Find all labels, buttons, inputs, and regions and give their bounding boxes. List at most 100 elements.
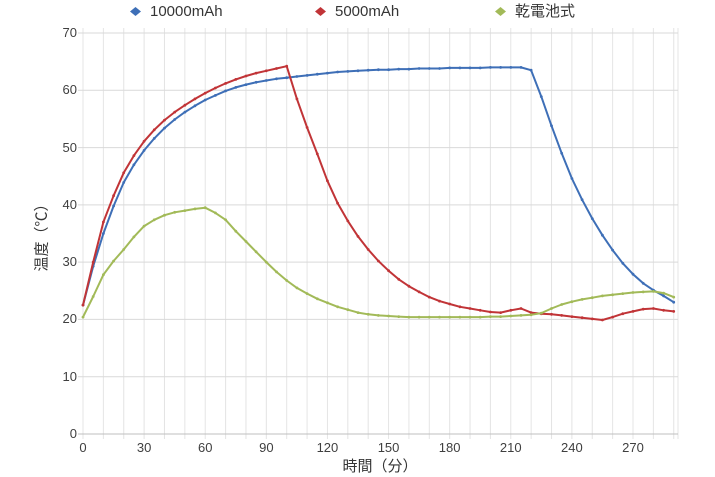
data-point-marker [356,69,360,73]
data-point-marker [611,315,614,319]
data-point-marker [295,97,299,101]
data-point-marker [550,124,553,128]
data-point-marker [387,269,390,273]
data-point-marker [173,210,177,214]
data-point-marker [611,293,614,297]
data-point-marker [427,295,431,299]
data-point-marker [631,291,635,294]
data-point-marker [601,233,604,237]
data-point-marker [132,163,136,167]
data-point-marker [152,137,156,140]
data-point-marker [539,95,543,98]
data-point-marker [377,314,380,317]
y-tick-label: 50 [62,139,77,155]
x-tick-label: 240 [561,440,583,455]
data-point-marker [580,298,584,301]
data-point-marker [183,209,187,213]
data-point-marker [214,94,217,97]
data-point-marker [560,151,564,155]
data-point-marker [621,261,625,265]
data-point-marker [142,139,146,143]
data-point-marker [652,290,655,293]
data-point-marker [285,64,289,68]
data-point-marker [539,311,543,315]
data-point-marker [397,277,401,281]
x-tick-label: 30 [136,440,152,455]
data-point-marker [529,313,533,317]
data-point-marker [346,308,350,312]
data-point-marker [570,177,574,180]
data-point-marker [448,302,452,306]
data-point-marker [356,311,360,314]
data-point-marker [91,295,95,298]
x-tick-label: 120 [316,440,339,455]
data-point-marker [417,67,421,70]
data-point-marker [295,286,299,290]
data-point-marker [438,299,441,303]
data-point-marker [478,66,482,70]
data-point-marker [621,292,625,295]
data-point-marker [346,70,350,73]
data-point-marker [468,307,472,310]
data-point-marker [478,308,482,312]
data-point-marker [641,290,645,294]
data-point-marker [387,314,390,318]
data-point-marker [203,206,207,210]
diamond-marker-red-icon [315,7,326,16]
data-point-marker [570,315,574,318]
data-point-marker [315,152,319,156]
data-point-marker [427,315,431,319]
series-line-10000mAh [82,66,675,307]
data-point-marker [438,315,441,319]
diamond-marker-blue-icon [130,7,141,16]
data-point-marker [336,305,339,309]
data-point-marker [458,66,462,70]
data-point-marker [305,126,309,129]
data-point-marker [102,273,105,277]
data-point-marker [356,235,360,238]
data-point-marker [244,240,248,243]
data-point-marker [509,308,513,312]
data-point-marker [560,303,564,306]
data-point-marker [366,312,370,316]
series-line-5000mAh [82,65,675,321]
data-point-marker [519,66,523,69]
y-tick-label: 30 [62,254,77,270]
data-point-marker [336,201,339,205]
data-point-marker [102,220,105,224]
x-tick-label: 60 [197,440,213,455]
data-point-marker [152,218,156,222]
data-point-marker [203,91,207,95]
data-point-marker [224,82,228,85]
data-point-marker [275,77,278,81]
data-point-marker [163,213,166,217]
data-point-marker [366,68,370,72]
data-point-marker [489,310,492,314]
legend-item-dry-battery: 乾電池式 [495,3,575,20]
x-tick-label: 0 [79,440,87,455]
data-point-marker [305,292,309,295]
data-point-marker [326,71,329,75]
data-point-marker [438,67,441,70]
data-point-marker [458,315,462,319]
data-point-marker [621,312,625,316]
data-point-marker [397,315,401,318]
data-point-marker [285,76,289,80]
data-point-marker [275,270,278,274]
data-point-marker [346,219,350,223]
data-point-marker [580,198,584,202]
data-point-marker [234,86,238,89]
data-point-marker [214,86,217,90]
data-point-marker [81,315,85,319]
data-point-marker [254,250,258,254]
data-point-marker [417,315,421,319]
data-point-marker [590,317,594,321]
data-point-marker [662,294,665,298]
data-point-marker [264,260,268,264]
data-point-marker [112,204,115,208]
legend-label: 10000mAh [150,3,223,20]
data-point-marker [448,66,452,70]
data-point-marker [377,259,380,263]
